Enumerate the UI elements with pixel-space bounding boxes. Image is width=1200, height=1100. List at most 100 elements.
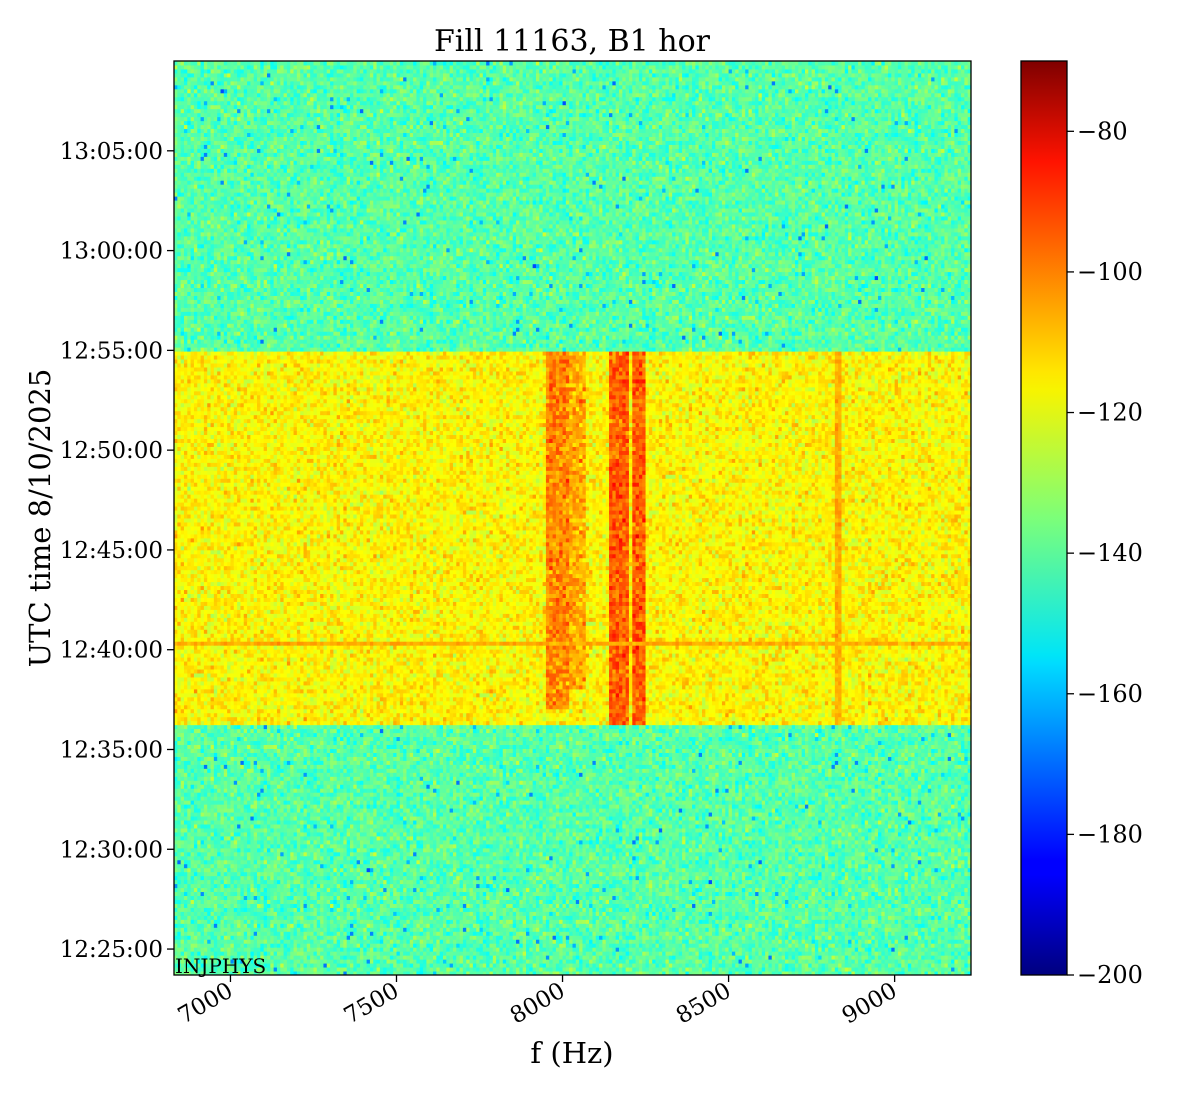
heatmap-cell <box>244 943 248 947</box>
heatmap-cell <box>812 935 816 939</box>
heatmap-cell <box>778 943 782 947</box>
heatmap-cell <box>785 959 789 963</box>
heatmap-cell <box>506 939 510 943</box>
heatmap-cell <box>380 967 384 971</box>
heatmap-cell <box>599 959 603 963</box>
heatmap-cell <box>619 935 623 939</box>
heatmap-cell <box>496 951 500 955</box>
heatmap-cell <box>403 963 407 967</box>
heatmap-cell <box>752 935 756 939</box>
heatmap-cell <box>835 947 839 951</box>
heatmap-cell <box>881 963 885 967</box>
heatmap-cell <box>861 943 865 947</box>
heatmap-cell <box>832 967 836 971</box>
heatmap-cell <box>782 967 786 971</box>
heatmap-cell <box>918 967 922 971</box>
heatmap-cell <box>347 935 351 939</box>
heatmap-cell <box>267 939 271 943</box>
heatmap-cell <box>380 939 384 943</box>
heatmap-cell <box>284 935 288 939</box>
heatmap-cell <box>699 947 703 951</box>
heatmap-cell <box>420 935 424 939</box>
heatmap-cell <box>486 943 490 947</box>
heatmap-cell <box>951 951 955 955</box>
heatmap-cell <box>343 935 347 939</box>
heatmap-cell <box>626 959 630 963</box>
heatmap-cell <box>543 963 547 967</box>
heatmap-cell <box>227 939 231 943</box>
heatmap-cell <box>719 963 723 967</box>
heatmap-cell <box>420 947 424 951</box>
heatmap-cell <box>523 947 527 951</box>
heatmap-cell <box>858 935 862 939</box>
heatmap-cell <box>516 959 520 963</box>
heatmap-cell <box>835 935 839 939</box>
heatmap-cell <box>274 943 278 947</box>
heatmap-cell <box>765 967 769 971</box>
heatmap-cell <box>496 955 500 959</box>
heatmap-cell <box>662 955 666 959</box>
heatmap-cell <box>606 943 610 947</box>
heatmap-cell <box>370 967 374 971</box>
heatmap-cell <box>948 963 952 967</box>
heatmap-cell <box>473 963 477 967</box>
heatmap-cell <box>901 943 905 947</box>
heatmap-cell <box>792 943 796 947</box>
heatmap-cell <box>958 947 962 951</box>
heatmap-cell <box>768 947 772 951</box>
heatmap-cell <box>636 935 640 939</box>
heatmap-cell <box>373 963 377 967</box>
heatmap-cell <box>383 959 387 963</box>
heatmap-cell <box>330 935 334 939</box>
heatmap-cell <box>788 967 792 971</box>
heatmap-cell <box>207 943 211 947</box>
heatmap-cell <box>729 943 733 947</box>
heatmap-cell <box>795 947 799 951</box>
heatmap-cell <box>861 963 865 967</box>
heatmap-cell <box>672 951 676 955</box>
heatmap-cell <box>768 943 772 947</box>
heatmap-cell <box>453 963 457 967</box>
heatmap-cell <box>755 943 759 947</box>
heatmap-cell <box>868 955 872 959</box>
heatmap-cell <box>868 943 872 947</box>
heatmap-cell <box>652 939 656 943</box>
heatmap-cell <box>460 967 464 971</box>
heatmap-cell <box>772 963 776 967</box>
heatmap-cell <box>503 955 507 959</box>
heatmap-cell <box>194 939 198 943</box>
heatmap-cell <box>440 963 444 967</box>
heatmap-cell <box>287 935 291 939</box>
heatmap-cell <box>313 959 317 963</box>
heatmap-cell <box>573 959 577 963</box>
heatmap-cell <box>440 955 444 959</box>
heatmap-cell <box>878 951 882 955</box>
heatmap-cell <box>732 967 736 971</box>
heatmap-cell <box>808 951 812 955</box>
heatmap-cell <box>739 955 743 959</box>
heatmap-cell <box>841 963 845 967</box>
heatmap-cell <box>885 939 889 943</box>
heatmap-cell <box>768 935 772 939</box>
heatmap-cell <box>320 935 324 939</box>
heatmap-cell <box>483 963 487 967</box>
heatmap-cell <box>665 935 669 939</box>
heatmap-cell <box>367 959 371 963</box>
heatmap-cell <box>858 943 862 947</box>
heatmap-cell <box>599 943 603 947</box>
heatmap-cell <box>675 959 679 963</box>
heatmap-cell <box>297 939 301 943</box>
heatmap-cell <box>606 939 610 943</box>
heatmap-cell <box>895 951 899 955</box>
heatmap-cell <box>699 951 703 955</box>
heatmap-cell <box>768 963 772 967</box>
heatmap-cell <box>609 943 613 947</box>
heatmap-cell <box>443 959 447 963</box>
heatmap-cell <box>592 951 596 955</box>
heatmap-cell <box>310 963 314 967</box>
heatmap-cell <box>204 947 208 951</box>
heatmap-cell <box>669 935 673 939</box>
heatmap-cell <box>735 963 739 967</box>
heatmap-cell <box>592 959 596 963</box>
heatmap-cell <box>592 955 596 959</box>
